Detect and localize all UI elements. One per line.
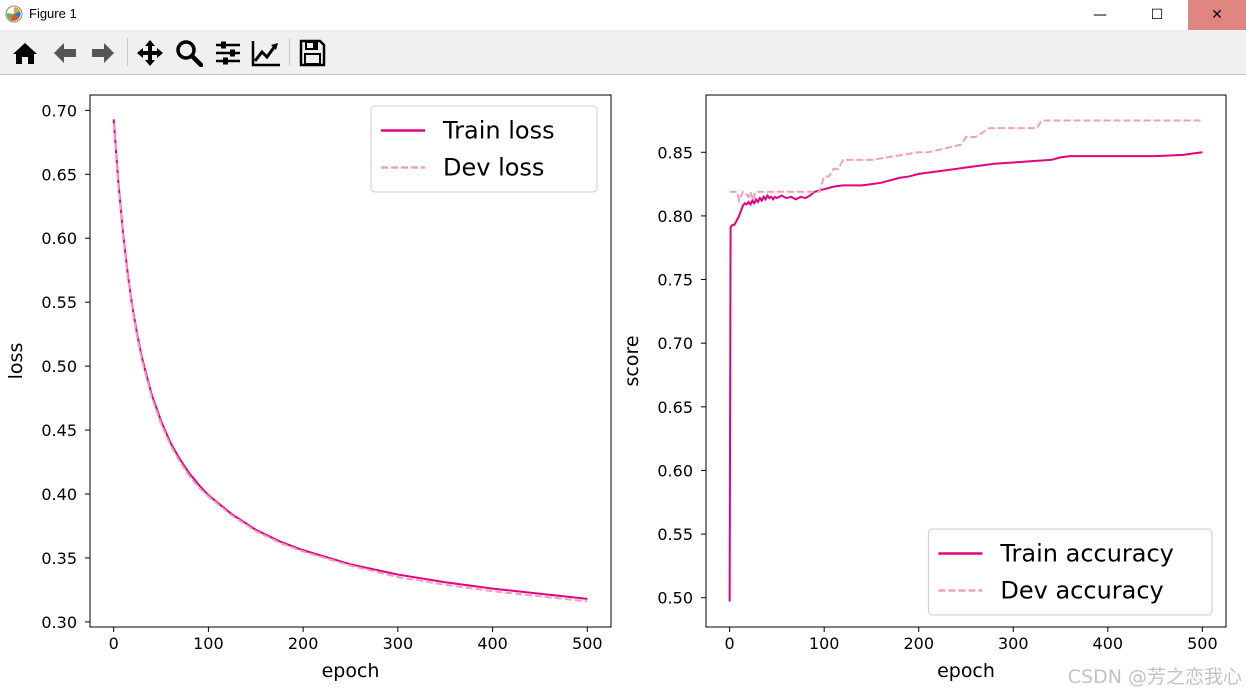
save-button[interactable] bbox=[296, 37, 328, 69]
close-icon: ✕ bbox=[1211, 7, 1223, 23]
minimize-button[interactable]: — bbox=[1071, 0, 1129, 30]
y-tick-label: 0.85 bbox=[657, 143, 693, 162]
x-tick-label: 100 bbox=[193, 634, 224, 653]
y-tick-label: 0.55 bbox=[41, 293, 77, 312]
figure-canvas[interactable]: 0 100 200 300 400 500 0.30 0.35 0.40 0.45 0.50 0.55… bbox=[0, 75, 1246, 695]
forward-button[interactable] bbox=[87, 37, 119, 69]
toolbar-separator bbox=[289, 38, 290, 66]
zoom-icon bbox=[176, 40, 203, 67]
x-tick-label: 300 bbox=[383, 634, 414, 653]
home-button[interactable] bbox=[9, 37, 41, 69]
y-tick-label: 0.70 bbox=[657, 334, 693, 353]
home-icon bbox=[13, 43, 37, 64]
legend-label-1: Dev accuracy bbox=[1000, 577, 1163, 605]
x-tick-label: 200 bbox=[288, 634, 319, 653]
window-title: Figure 1 bbox=[29, 6, 77, 21]
y-tick-label: 0.65 bbox=[657, 398, 693, 417]
configure-subplots-button[interactable] bbox=[212, 37, 244, 69]
save-icon bbox=[299, 39, 326, 67]
subplot-2: 0 100 200 300 400 500 0.50 0.55 0.60 0.65 0.70 0.75… bbox=[621, 94, 1227, 682]
edit-axis-button[interactable] bbox=[250, 37, 282, 69]
legend-label-0: Train accuracy bbox=[999, 540, 1174, 568]
legend-frame bbox=[370, 105, 598, 193]
y-axis-label: loss bbox=[5, 343, 27, 380]
x-tick-label: 100 bbox=[809, 634, 840, 653]
x-tick-label: 300 bbox=[998, 634, 1029, 653]
x-axis-label: epoch bbox=[322, 660, 380, 682]
toolbar-separator bbox=[127, 38, 128, 66]
minimize-icon: — bbox=[1093, 7, 1107, 23]
figure[interactable]: 0 100 200 300 400 500 0.30 0.35 0.40 0.45 0.50 0.55… bbox=[0, 75, 1246, 695]
legend-label-0: Train loss bbox=[442, 117, 555, 145]
y-tick-label: 0.60 bbox=[657, 461, 693, 480]
edit-axis-icon bbox=[251, 41, 280, 67]
legend-label-1: Dev loss bbox=[443, 154, 544, 182]
x-tick-label: 400 bbox=[1093, 634, 1124, 653]
forward-arrow-icon bbox=[92, 43, 114, 63]
y-tick-label: 0.65 bbox=[41, 165, 77, 184]
back-button[interactable] bbox=[49, 37, 81, 69]
maximize-icon: ☐ bbox=[1150, 7, 1164, 23]
pan-button[interactable] bbox=[134, 37, 166, 69]
legend-frame bbox=[927, 528, 1213, 616]
x-tick-label: 500 bbox=[1187, 634, 1218, 653]
x-tick-label: 500 bbox=[572, 634, 603, 653]
x-tick-label: 200 bbox=[903, 634, 934, 653]
y-tick-label: 0.35 bbox=[41, 549, 77, 568]
y-tick-label: 0.30 bbox=[41, 613, 77, 632]
legend: Train loss Dev loss bbox=[370, 105, 598, 193]
series-line-1 bbox=[112, 123, 588, 603]
window-titlebar: Figure 1 — ☐ ✕ bbox=[0, 0, 1246, 30]
pan-icon bbox=[137, 40, 163, 66]
subplot-1: 0 100 200 300 400 500 0.30 0.35 0.40 0.45 0.50 0.55… bbox=[5, 94, 612, 682]
y-tick-label: 0.75 bbox=[657, 271, 693, 290]
x-tick-label: 400 bbox=[477, 634, 508, 653]
zoom-button[interactable] bbox=[173, 37, 205, 69]
y-tick-label: 0.50 bbox=[657, 589, 693, 608]
y-tick-label: 0.80 bbox=[657, 207, 693, 226]
matplotlib-logo-icon bbox=[5, 5, 23, 23]
series-line-0 bbox=[728, 151, 1203, 602]
back-arrow-icon bbox=[54, 43, 76, 63]
navigation-toolbar bbox=[0, 30, 1246, 75]
x-tick-label: 0 bbox=[725, 634, 735, 653]
legend: Train accuracy Dev accuracy bbox=[927, 528, 1213, 616]
close-button[interactable]: ✕ bbox=[1188, 0, 1246, 30]
y-tick-label: 0.45 bbox=[41, 421, 77, 440]
axes-frame bbox=[705, 94, 1227, 628]
y-tick-label: 0.70 bbox=[41, 101, 77, 120]
y-tick-label: 0.50 bbox=[41, 357, 77, 376]
y-tick-label: 0.55 bbox=[657, 525, 693, 544]
series-line-1 bbox=[729, 119, 1203, 205]
watermark: CSDN @芳之恋我心 bbox=[1067, 666, 1242, 688]
axes-frame bbox=[89, 94, 612, 628]
maximize-button[interactable]: ☐ bbox=[1128, 0, 1186, 30]
configure-subplots-icon bbox=[216, 41, 240, 65]
y-tick-label: 0.40 bbox=[41, 485, 77, 504]
y-axis-label: score bbox=[621, 335, 643, 386]
x-axis-label: epoch bbox=[937, 660, 995, 682]
x-tick-label: 0 bbox=[109, 634, 119, 653]
y-tick-label: 0.60 bbox=[41, 229, 77, 248]
